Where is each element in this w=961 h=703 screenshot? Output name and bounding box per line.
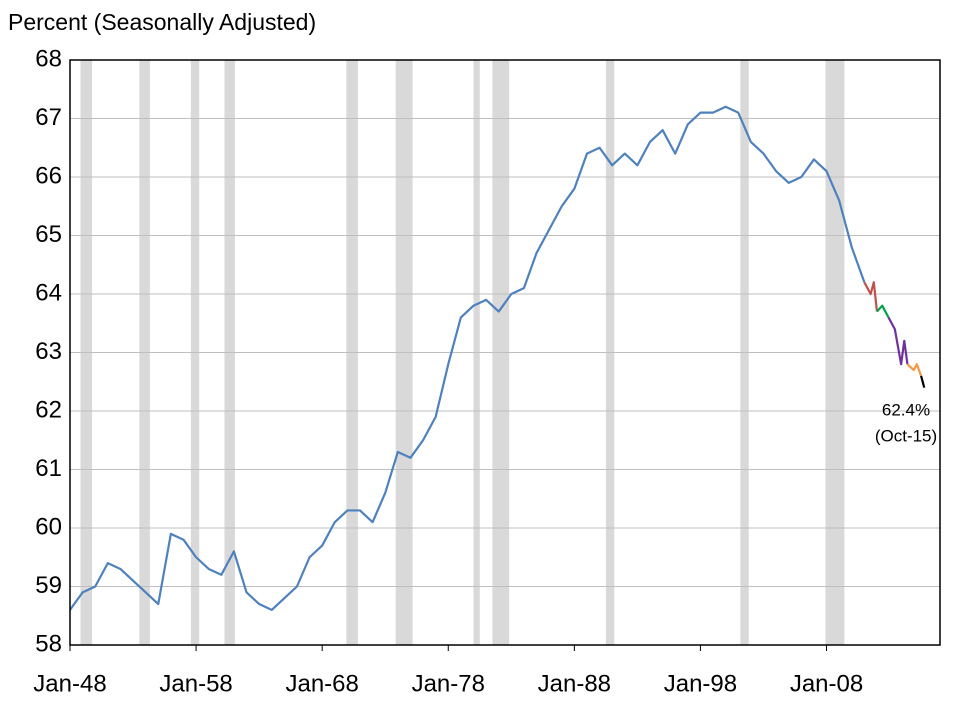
x-tick-label: Jan-48 (33, 670, 106, 697)
y-tick-label: 63 (35, 338, 62, 365)
y-tick-label: 65 (35, 221, 62, 248)
x-tick-label: Jan-78 (412, 670, 485, 697)
y-tick-label: 58 (35, 630, 62, 657)
plot-frame (69, 59, 941, 646)
y-tick-label: 64 (35, 279, 62, 306)
data-line (863, 281, 879, 312)
annotation: 62.4% (882, 400, 930, 419)
x-tick-label: Jan-68 (285, 670, 358, 697)
y-tick-label: 59 (35, 572, 62, 599)
data-line (876, 304, 890, 318)
x-tick-label: Jan-88 (538, 670, 611, 697)
annotation: (Oct-15) (875, 426, 937, 445)
data-line (906, 363, 923, 377)
y-axis-label: Percent (Seasonally Adjusted) (8, 9, 316, 35)
y-tick-label: 67 (35, 104, 62, 131)
y-tick-label: 68 (35, 45, 62, 72)
x-tick-label: Jan-98 (664, 670, 737, 697)
data-line (887, 316, 909, 366)
x-tick-label: Jan-58 (159, 670, 232, 697)
x-tick-label: Jan-08 (790, 670, 863, 697)
data-line (69, 105, 866, 611)
y-tick-label: 66 (35, 162, 62, 189)
data-line (920, 375, 926, 388)
y-tick-label: 62 (35, 396, 62, 423)
y-tick-label: 60 (35, 513, 62, 540)
y-tick-label: 61 (35, 455, 62, 482)
